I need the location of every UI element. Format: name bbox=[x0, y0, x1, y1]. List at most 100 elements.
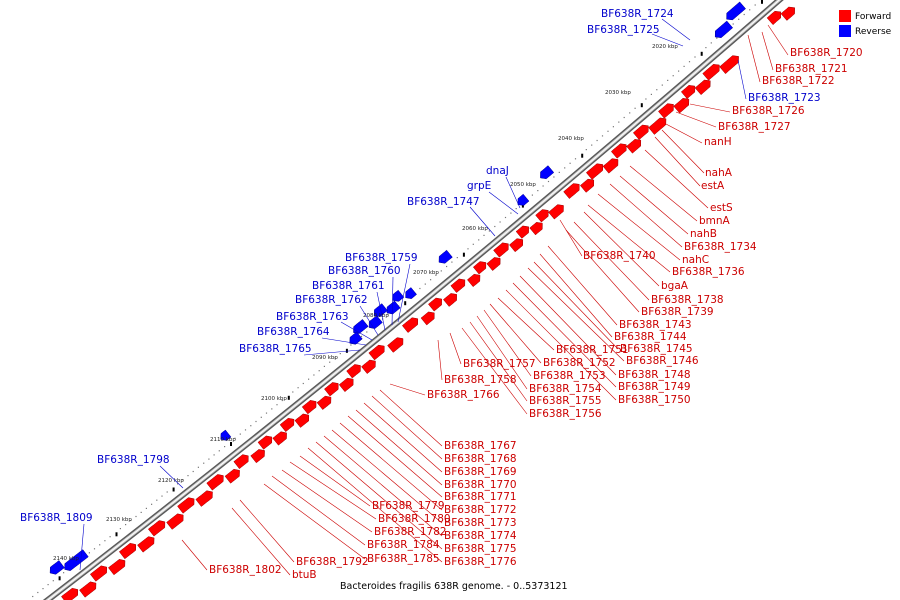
forward-gene-block bbox=[387, 337, 404, 353]
tick-mark bbox=[430, 279, 432, 281]
leader-line bbox=[323, 435, 443, 537]
forward-gene-block bbox=[515, 225, 529, 239]
forward-gene-block bbox=[529, 222, 543, 236]
tick-mark bbox=[239, 433, 241, 435]
leader-line bbox=[340, 321, 373, 341]
gene-label: BF638R_1761 bbox=[312, 280, 385, 292]
forward-gene-block bbox=[632, 124, 649, 140]
forward-gene-block bbox=[316, 395, 332, 410]
tick-label: 2050 kbp bbox=[510, 182, 536, 188]
forward-gene-block bbox=[509, 238, 524, 253]
leader-line bbox=[379, 389, 443, 447]
leader-line bbox=[644, 149, 709, 209]
gene-label: BF638R_1740 bbox=[583, 250, 656, 262]
label-leader-lines bbox=[79, 18, 789, 576]
tick-mark bbox=[661, 84, 663, 86]
leader-line bbox=[371, 395, 443, 460]
leader-line bbox=[461, 327, 528, 415]
forward-gene-block bbox=[361, 359, 376, 374]
leader-line bbox=[587, 204, 671, 273]
tick-mark bbox=[52, 580, 54, 582]
leader-line bbox=[675, 111, 717, 128]
tick-mark bbox=[451, 261, 453, 263]
leader-line bbox=[651, 33, 684, 47]
tick-mark bbox=[345, 348, 348, 353]
tick-mark bbox=[650, 93, 652, 95]
tick-mark bbox=[472, 243, 474, 245]
tick-mark bbox=[203, 462, 205, 464]
gene-label: estA bbox=[701, 180, 725, 192]
legend: Forward Reverse bbox=[839, 10, 892, 37]
leader-line bbox=[767, 24, 789, 56]
gene-label: BF638R_1720 bbox=[790, 47, 863, 59]
legend-forward-swatch bbox=[839, 10, 851, 22]
tick-mark bbox=[504, 216, 507, 219]
leader-line bbox=[489, 303, 542, 364]
leader-line bbox=[437, 339, 443, 381]
gene-label: BF638R_1766 bbox=[427, 389, 500, 401]
leader-line bbox=[761, 31, 774, 71]
gene-label: BF638R_1785 bbox=[367, 553, 440, 565]
tick-mark bbox=[287, 395, 290, 400]
forward-gene-block bbox=[195, 490, 213, 507]
tick-mark bbox=[192, 470, 194, 473]
forward-gene-block bbox=[648, 117, 667, 135]
tick-mark bbox=[618, 121, 620, 123]
gene-label: BF638R_1722 bbox=[762, 75, 835, 87]
leader-line bbox=[539, 253, 613, 338]
leader-line bbox=[583, 211, 660, 287]
leader-line bbox=[469, 321, 528, 402]
tick-label: 2130 kbp bbox=[106, 517, 132, 523]
gene-label: BF638R_1770 bbox=[444, 479, 517, 491]
reverse-gene-block bbox=[353, 319, 369, 334]
tick-mark bbox=[683, 65, 685, 67]
tick-mark bbox=[302, 382, 304, 385]
forward-gene-block bbox=[338, 377, 354, 393]
genome-caption: Bacteroides fragilis 638R genome. - 0..5… bbox=[340, 581, 568, 592]
tick-mark bbox=[585, 149, 587, 151]
tick-mark bbox=[743, 13, 745, 16]
tick-mark bbox=[738, 18, 740, 20]
tick-mark bbox=[558, 171, 560, 173]
tick-mark bbox=[446, 265, 448, 268]
leader-line bbox=[159, 465, 184, 489]
reverse-gene-block bbox=[368, 315, 383, 329]
tick-mark bbox=[678, 70, 680, 72]
tick-mark bbox=[156, 499, 158, 501]
reverse-gene-track bbox=[49, 1, 746, 575]
tick-mark bbox=[629, 112, 631, 114]
tick-label: 2070 kbp bbox=[413, 270, 439, 276]
forward-gene-block bbox=[702, 64, 720, 81]
tick-mark bbox=[308, 378, 310, 380]
tick-mark bbox=[255, 420, 257, 423]
tick-mark bbox=[419, 287, 421, 290]
tick-mark bbox=[145, 507, 147, 509]
forward-gene-block bbox=[472, 261, 487, 275]
tick-mark bbox=[710, 42, 712, 44]
gene-label: BF638R_1763 bbox=[276, 311, 349, 323]
forward-gene-block bbox=[563, 183, 580, 199]
gene-label: BF638R_1775 bbox=[444, 543, 517, 555]
tick-mark bbox=[281, 399, 283, 402]
tick-mark bbox=[656, 89, 658, 91]
gene-label: BF638R_1721 bbox=[775, 63, 848, 75]
tick-mark bbox=[488, 230, 490, 232]
gene-label: BF638R_1782 bbox=[374, 526, 447, 538]
reverse-gene-block bbox=[64, 549, 89, 571]
tick-mark bbox=[276, 404, 278, 406]
tick-labels: 2020 kbp 2030 kbp 2040 kbp 2050 kbp 2060… bbox=[53, 44, 678, 562]
forward-gene-block bbox=[673, 98, 690, 114]
forward-gene-block bbox=[626, 139, 642, 154]
gene-label: btuB bbox=[292, 569, 317, 581]
forward-gene-block bbox=[279, 417, 295, 433]
tick-mark bbox=[531, 194, 533, 196]
gene-label: BF638R_1726 bbox=[732, 105, 805, 117]
gene-label: BF638R_1746 bbox=[626, 355, 699, 367]
forward-gene-block bbox=[233, 454, 249, 470]
tick-mark bbox=[99, 544, 101, 546]
tick-mark bbox=[218, 450, 220, 452]
gene-label: BF638R_1739 bbox=[641, 306, 714, 318]
tick-mark bbox=[435, 274, 437, 276]
gene-label: BF638R_1751 bbox=[556, 344, 629, 356]
tick-mark bbox=[623, 116, 625, 119]
